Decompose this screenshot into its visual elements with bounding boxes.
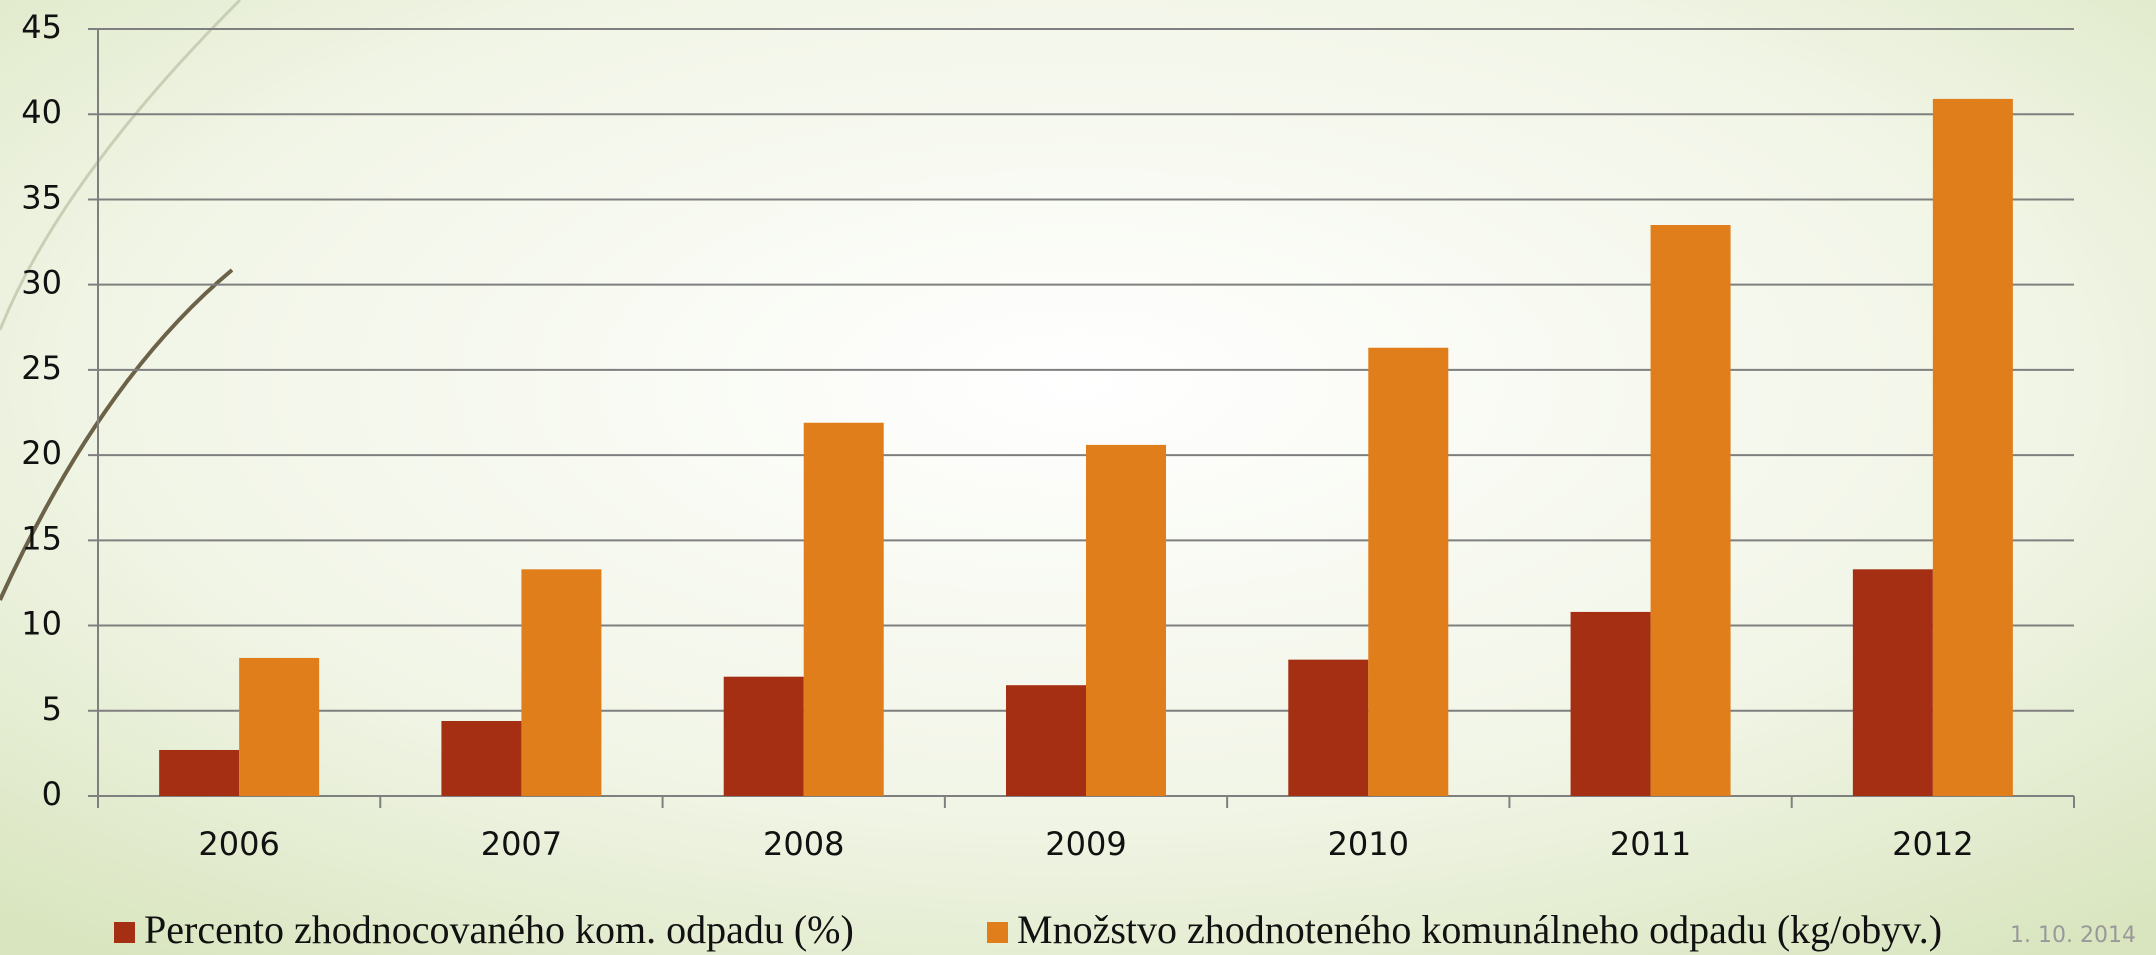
y-tick-label: 0 (42, 775, 62, 813)
decoration (0, 268, 234, 601)
bar (441, 721, 522, 796)
y-tick-label: 40 (21, 93, 62, 131)
bar (723, 676, 804, 796)
legend-label: Množstvo zhodnoteného komunálneho odpadu… (1017, 907, 1942, 952)
x-tick-label: 2012 (1892, 825, 1973, 863)
y-tick-label: 10 (21, 605, 62, 643)
x-tick-label: 2009 (1045, 825, 1126, 863)
bar (159, 749, 240, 796)
legend-swatch (987, 922, 1008, 943)
bar (239, 657, 320, 796)
legend-swatch (114, 922, 135, 943)
date: 1. 10. 2014 (2010, 923, 2136, 948)
x-tick-label: 2008 (763, 825, 844, 863)
bar (803, 422, 884, 796)
bar (1368, 347, 1449, 796)
bar (1932, 98, 2013, 797)
decoration (0, 0, 242, 331)
bar (1086, 444, 1166, 796)
x-tick-label: 2007 (481, 825, 562, 863)
y-tick-label: 30 (21, 264, 62, 302)
bar (521, 569, 602, 796)
y-tick-label: 15 (21, 519, 62, 557)
x-tick-label: 2011 (1610, 825, 1691, 863)
bar (1852, 569, 1933, 796)
x-tick-label: 2006 (198, 825, 279, 863)
bar (1288, 659, 1369, 796)
y-tick-label: 25 (21, 349, 62, 387)
y-tick-label: 5 (42, 690, 62, 728)
y-tick-label: 35 (21, 178, 62, 216)
y-tick-label: 45 (21, 8, 62, 46)
bar (1006, 685, 1086, 796)
x-tick-label: 2010 (1328, 825, 1409, 863)
bar (1570, 611, 1651, 796)
bar (1650, 225, 1731, 796)
legend-label: Percento zhodnocovaného kom. odpadu (%) (144, 907, 854, 952)
y-tick-label: 20 (21, 434, 62, 472)
